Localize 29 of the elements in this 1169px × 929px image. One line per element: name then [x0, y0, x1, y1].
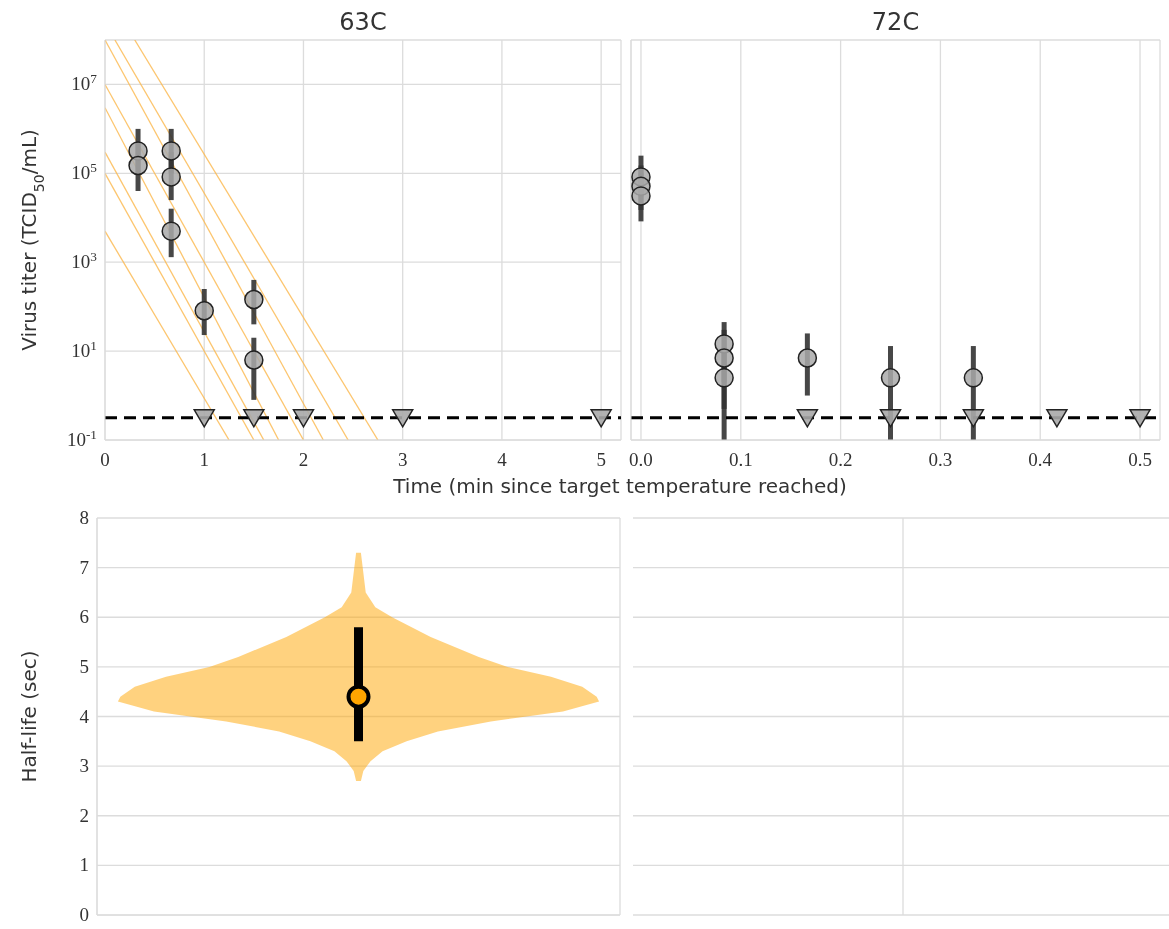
y-tick-label: 1 [79, 854, 89, 876]
y-tick-label: 8 [79, 507, 89, 528]
x-tick-label: 3 [397, 449, 408, 470]
y-tick-label: 10$^{1}$ [71, 337, 97, 362]
x-tick-label: 0.5 [1128, 449, 1152, 470]
chart-title: 72C [870, 8, 921, 36]
chart-title: 63C [338, 8, 388, 36]
y-tick-label: 0 [79, 904, 89, 925]
y-axis-title: Half-life (sec) [17, 650, 41, 783]
x-tick-label: 0.4 [1028, 449, 1053, 470]
y-tick-label: 10$^{7}$ [71, 70, 98, 95]
y-tick-label: 10$^{5}$ [71, 159, 98, 184]
y-tick-label: 10$^{3}$ [71, 248, 98, 273]
y-tick-label: 7 [79, 556, 89, 578]
y-tick-label: 2 [79, 804, 89, 826]
x-axis-title: Time (min since target temperature reached) [392, 474, 848, 498]
x-tick-label: 0.2 [828, 449, 853, 470]
y-tick-label: 10$^{-1}$ [66, 426, 97, 450]
x-tick-label: 0.3 [928, 449, 953, 470]
y-tick-label: 3 [79, 755, 89, 777]
y-tick-label: 4 [79, 705, 90, 727]
x-tick-label: 2 [298, 449, 309, 470]
x-tick-label: 0.1 [728, 449, 753, 470]
x-tick-label: 0.0 [629, 449, 653, 470]
x-tick-label: 4 [497, 449, 508, 470]
x-tick-label: 1 [199, 449, 209, 470]
y-tick-label: 5 [79, 655, 89, 677]
x-tick-label: 5 [596, 449, 606, 470]
y-tick-label: 6 [79, 606, 89, 628]
